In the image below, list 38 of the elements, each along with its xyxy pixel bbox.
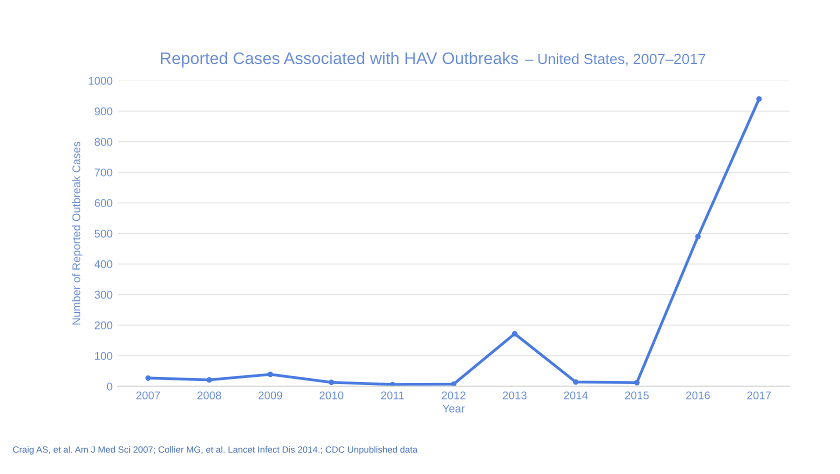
x-tick-label: 2009 xyxy=(258,391,282,400)
point xyxy=(512,330,518,337)
point xyxy=(573,379,579,385)
point xyxy=(450,381,456,386)
y-tick-label: 200 xyxy=(94,321,112,330)
point xyxy=(634,380,640,386)
y-tick-label: 900 xyxy=(94,107,112,116)
y-tick-label: 300 xyxy=(94,290,112,299)
x-tick-label: 2016 xyxy=(686,391,710,400)
x-tick-label: 2012 xyxy=(442,391,466,400)
x-tick-label: 2014 xyxy=(564,391,588,400)
y-axis-title: Number of Reported Outbreak Cases xyxy=(72,142,82,325)
x-tick-label: 2013 xyxy=(502,391,527,400)
point xyxy=(390,382,396,386)
text: Craig AS, et al. Am J Med Sci 2007; Collier MG, et al. Lancet Infect Dis 2014.; CDC Unpublished data xyxy=(13,446,418,455)
x-axis-title: Year xyxy=(442,404,465,412)
x-tick-label: 2017 xyxy=(747,391,771,400)
y-tick-label: 600 xyxy=(94,199,112,208)
point xyxy=(206,377,212,383)
y-tick-label: 1000 xyxy=(88,76,112,85)
y-tick-label: 100 xyxy=(95,352,112,360)
point xyxy=(328,380,334,386)
y-tick-label: 800 xyxy=(94,138,112,146)
x-tick-label: 2007 xyxy=(136,391,160,400)
y-tick-label: 400 xyxy=(94,260,112,268)
x-tick-label: 2010 xyxy=(320,391,344,400)
point xyxy=(695,234,701,240)
y-tick-label: 0 xyxy=(106,382,112,390)
y-tick-label: 500 xyxy=(94,230,112,238)
y-tick-label: 700 xyxy=(94,168,112,176)
chart-subtitle: – United States, 2007–2017 xyxy=(525,53,706,66)
x-tick-label: 2015 xyxy=(625,391,649,400)
x-tick-label: 2008 xyxy=(197,391,222,400)
point xyxy=(145,375,151,381)
point xyxy=(756,96,762,102)
x-tick-label: 2011 xyxy=(381,391,404,400)
point xyxy=(268,372,274,378)
chart-title: Reported Cases Associated with HAV Outbreaks xyxy=(160,52,518,68)
